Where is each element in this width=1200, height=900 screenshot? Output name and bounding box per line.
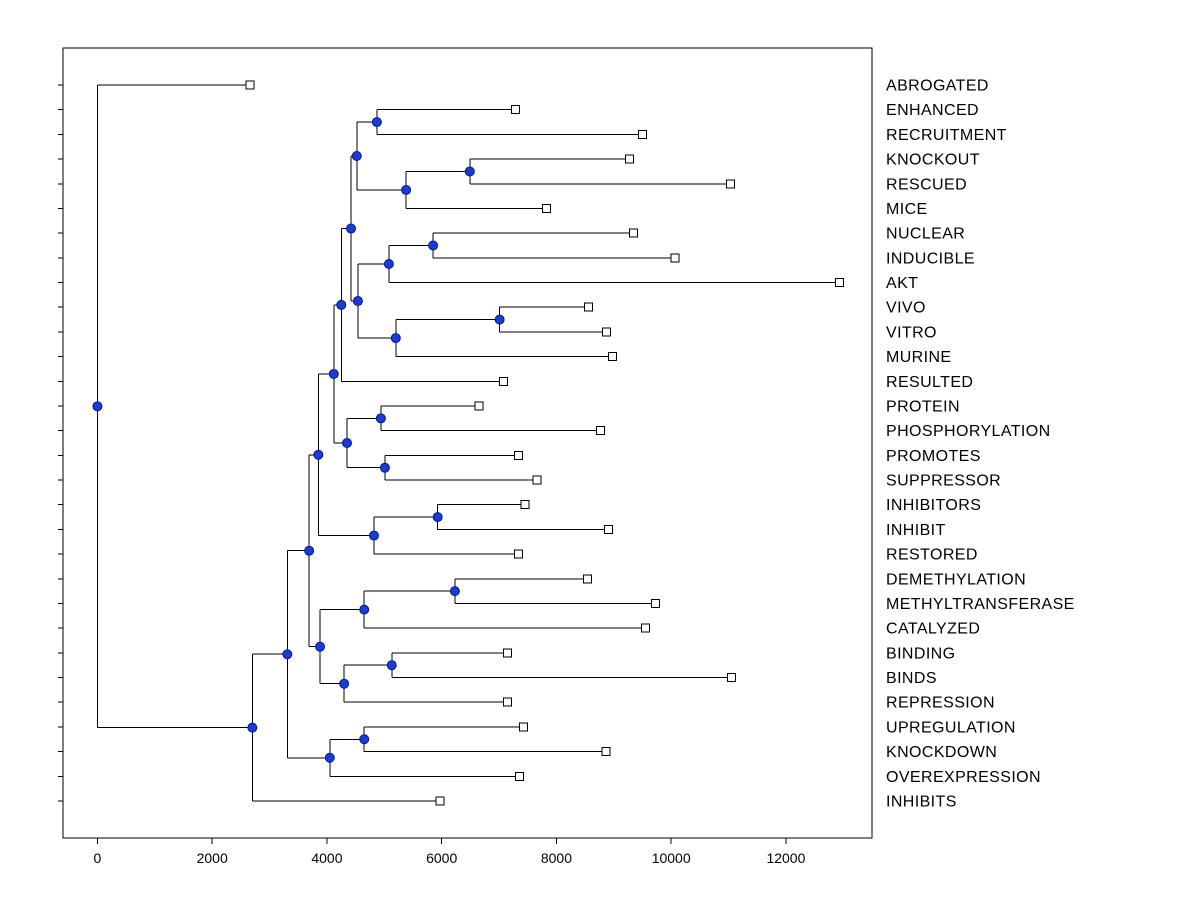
cluster-node bbox=[313, 449, 324, 460]
cluster-node bbox=[383, 259, 394, 270]
leaf-marker bbox=[834, 278, 844, 288]
x-axis-tick-label: 4000 bbox=[311, 850, 342, 866]
leaf-label: VIVO bbox=[886, 300, 926, 317]
leaf-marker bbox=[624, 154, 634, 164]
leaf-label: CATALYZED bbox=[886, 621, 980, 638]
leaf-label: OVEREXPRESSION bbox=[886, 769, 1041, 786]
leaf-label: KNOCKOUT bbox=[886, 152, 980, 169]
leaf-label: ABROGATED bbox=[886, 78, 989, 95]
leaf-label: MICE bbox=[886, 201, 928, 218]
cluster-node bbox=[351, 151, 362, 162]
leaf-marker bbox=[601, 747, 611, 757]
leaf-label: BINDING bbox=[886, 645, 955, 662]
cluster-node bbox=[371, 117, 382, 128]
cluster-node bbox=[339, 678, 350, 689]
leaf-marker bbox=[608, 352, 618, 362]
leaf-marker bbox=[499, 376, 509, 386]
cluster-node bbox=[342, 438, 353, 448]
cluster-node bbox=[390, 333, 401, 344]
leaf-label: INHIBITS bbox=[886, 793, 957, 810]
leaf-marker bbox=[435, 796, 445, 806]
leaf-marker bbox=[604, 524, 614, 534]
leaf-label: ENHANCED bbox=[886, 102, 979, 119]
leaf-label: VITRO bbox=[886, 324, 937, 341]
leaf-marker bbox=[601, 327, 611, 337]
leaf-label: DEMETHYLATION bbox=[886, 571, 1026, 588]
leaf-marker bbox=[651, 598, 661, 608]
leaf-marker bbox=[596, 426, 606, 436]
leaf-marker bbox=[582, 574, 592, 584]
cluster-node bbox=[336, 299, 347, 310]
leaf-label: METHYLTRANSFERASE bbox=[886, 596, 1075, 613]
cluster-node bbox=[386, 660, 397, 671]
leaf-label: RESCUED bbox=[886, 176, 967, 193]
leaf-marker bbox=[520, 500, 530, 510]
leaf-marker bbox=[503, 697, 513, 707]
cluster-node bbox=[401, 184, 412, 195]
leaf-marker bbox=[503, 648, 513, 658]
leaf-label: INHIBIT bbox=[886, 522, 946, 539]
leaf-label: AKT bbox=[886, 275, 918, 292]
cluster-node bbox=[368, 530, 379, 541]
cluster-node bbox=[359, 734, 370, 745]
plot-border bbox=[62, 47, 873, 839]
leaf-marker bbox=[640, 623, 650, 633]
cluster-node bbox=[92, 401, 103, 412]
leaf-label: PHOSPHORYLATION bbox=[886, 423, 1051, 440]
cluster-node bbox=[304, 545, 315, 556]
leaf-marker bbox=[725, 179, 735, 189]
x-axis-tick-label: 12000 bbox=[766, 850, 805, 866]
cluster-node bbox=[432, 512, 443, 523]
leaf-label: PROTEIN bbox=[886, 398, 960, 415]
leaf-marker bbox=[515, 771, 525, 781]
cluster-node bbox=[282, 649, 293, 660]
leaf-label: RESTORED bbox=[886, 547, 978, 564]
leaf-marker bbox=[726, 673, 736, 683]
leaf-label: INDUCIBLE bbox=[886, 250, 975, 267]
x-axis-tick-label: 10000 bbox=[652, 850, 691, 866]
leaf-marker bbox=[584, 302, 594, 312]
cluster-node bbox=[315, 641, 326, 652]
leaf-marker bbox=[532, 475, 542, 485]
leaf-marker bbox=[670, 253, 680, 263]
cluster-node bbox=[324, 752, 335, 763]
leaf-marker bbox=[542, 203, 552, 213]
leaf-marker bbox=[514, 549, 524, 559]
leaf-label: INHIBITORS bbox=[886, 497, 981, 514]
leaf-label: NUCLEAR bbox=[886, 226, 965, 243]
cluster-node bbox=[428, 240, 439, 251]
leaf-marker bbox=[628, 228, 638, 238]
cluster-node bbox=[464, 166, 475, 177]
leaf-marker bbox=[637, 129, 647, 139]
leaf-label: REPRESSION bbox=[886, 695, 995, 712]
cluster-node bbox=[359, 604, 370, 615]
x-axis-tick-label: 6000 bbox=[426, 850, 457, 866]
leaf-marker bbox=[474, 401, 484, 411]
leaf-label: KNOCKDOWN bbox=[886, 744, 997, 761]
leaf-label: MURINE bbox=[886, 349, 952, 366]
leaf-marker bbox=[511, 105, 521, 115]
x-axis-tick-label: 2000 bbox=[197, 850, 228, 866]
x-axis-tick-label: 8000 bbox=[541, 850, 572, 866]
cluster-node bbox=[346, 223, 357, 234]
leaf-label: SUPPRESSOR bbox=[886, 473, 1001, 490]
leaf-label: RECRUITMENT bbox=[886, 127, 1007, 144]
cluster-node bbox=[328, 368, 339, 379]
leaf-label: PROMOTES bbox=[886, 448, 981, 465]
leaf-label: BINDS bbox=[886, 670, 937, 687]
cluster-node bbox=[379, 462, 390, 473]
leaf-marker bbox=[245, 80, 255, 90]
cluster-node bbox=[375, 413, 386, 424]
leaf-label: UPREGULATION bbox=[886, 719, 1016, 736]
cluster-node bbox=[352, 296, 363, 307]
x-axis-tick-label: 0 bbox=[94, 850, 102, 866]
cluster-node bbox=[449, 586, 460, 597]
cluster-node bbox=[494, 314, 505, 325]
leaf-marker bbox=[519, 722, 529, 732]
leaf-label: RESULTED bbox=[886, 374, 973, 391]
cluster-node bbox=[247, 722, 258, 733]
leaf-marker bbox=[514, 450, 524, 460]
